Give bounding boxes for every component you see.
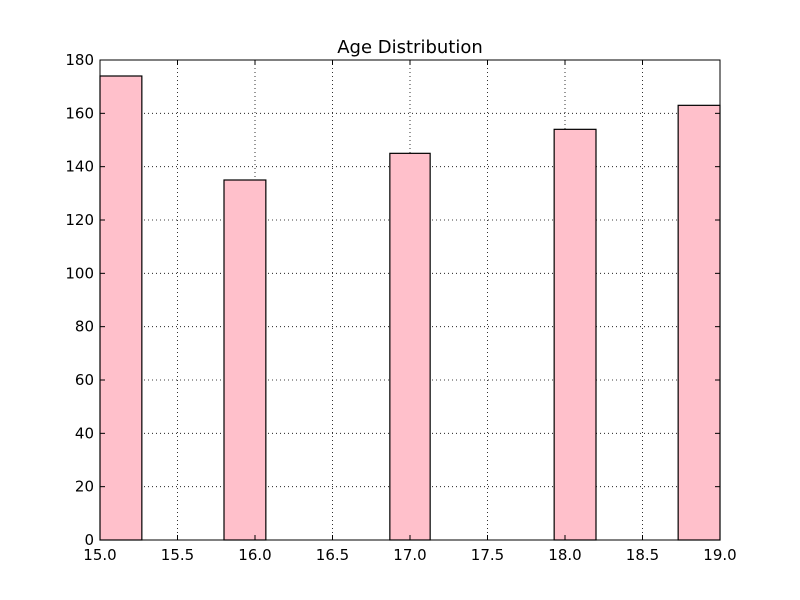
x-tick-label: 19.0	[703, 546, 736, 564]
x-tick-label: 15.5	[161, 546, 194, 564]
tick-marks	[99, 59, 721, 541]
chart-title: Age Distribution	[337, 37, 483, 58]
y-tick-label: 0	[84, 531, 94, 549]
histogram-bar	[389, 152, 431, 541]
histogram-bar	[553, 128, 597, 541]
y-tick-label: 20	[75, 478, 94, 496]
y-tick-label: 160	[65, 104, 94, 122]
histogram-bar	[223, 179, 267, 541]
y-tick-label: 80	[75, 318, 94, 336]
y-tick-label: 40	[75, 424, 94, 442]
x-tick-label: 15.0	[83, 546, 116, 564]
y-tick-labels: 0 20 40 60 80 100 120 140 160 180	[65, 51, 94, 549]
x-tick-label: 17.5	[471, 546, 504, 564]
y-tick-label: 60	[75, 371, 94, 389]
x-tick-label: 16.0	[238, 546, 271, 564]
bars	[99, 75, 721, 541]
x-tick-label: 16.5	[316, 546, 349, 564]
y-tick-label: 180	[65, 51, 94, 69]
histogram-bar	[677, 104, 721, 541]
y-tick-label: 140	[65, 158, 94, 176]
y-tick-label: 100	[65, 264, 94, 282]
x-tick-label: 18.5	[626, 546, 659, 564]
y-tick-label: 120	[65, 211, 94, 229]
histogram-bar	[99, 75, 143, 541]
x-tick-labels: 15.0 15.5 16.0 16.5 17.0 17.5 18.0 18.5 19.0	[83, 546, 736, 564]
x-tick-label: 18.0	[548, 546, 581, 564]
x-tick-label: 17.0	[393, 546, 426, 564]
